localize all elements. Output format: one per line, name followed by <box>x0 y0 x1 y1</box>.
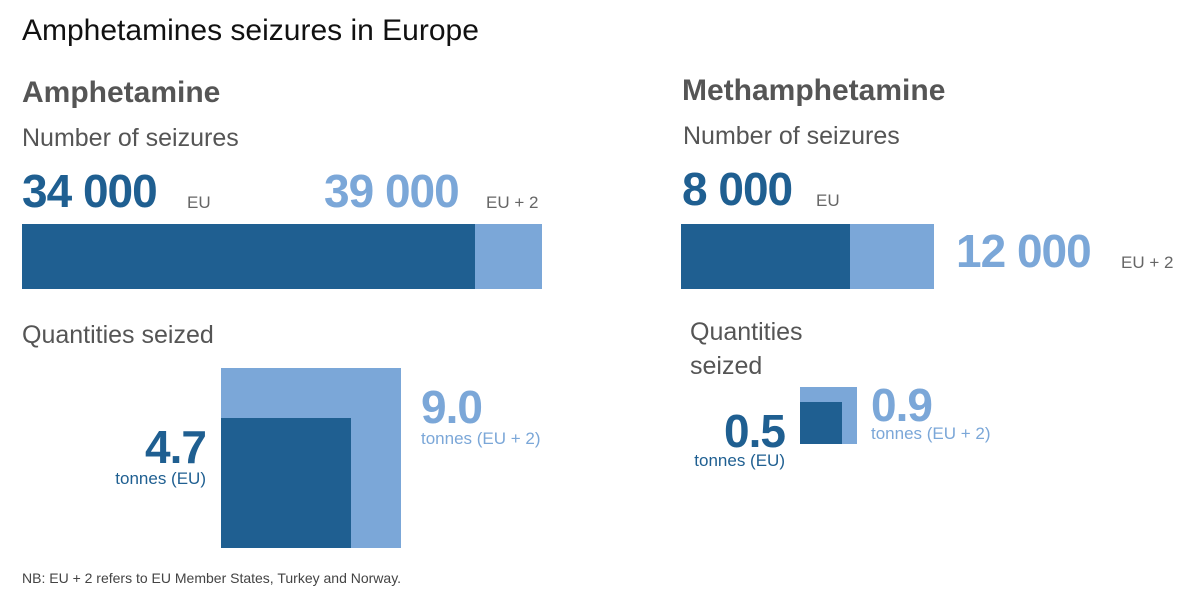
meth-eu2-value: 12 000 <box>956 225 1092 277</box>
meth-eu-label: EU <box>816 191 840 210</box>
amph-q-eu-value: 4.7 <box>145 421 207 473</box>
meth-bar-eu <box>681 224 850 289</box>
methamphetamine-heading: Methamphetamine <box>682 74 946 107</box>
amph-quantities-label: Quantities seized <box>22 321 214 349</box>
meth-quantities-label-1: Quantities <box>690 318 803 346</box>
meth-seizures-label: Number of seizures <box>683 122 900 150</box>
amph-eu2-value: 39 000 <box>324 165 460 217</box>
amph-eu2-label: EU + 2 <box>486 193 539 212</box>
page-title: Amphetamines seizures in Europe <box>22 14 479 47</box>
meth-eu-value: 8 000 <box>682 163 793 215</box>
amph-q-eu2-label: tonnes (EU + 2) <box>421 429 541 448</box>
footnote: NB: EU + 2 refers to EU Member States, T… <box>22 570 402 586</box>
amph-q-eu2-value: 9.0 <box>421 381 483 433</box>
meth-eu2-label: EU + 2 <box>1121 253 1174 272</box>
meth-q-eu2-value: 0.9 <box>871 379 933 431</box>
amph-bar-eu <box>22 224 476 289</box>
amph-q-eu-label: tonnes (EU) <box>115 469 206 488</box>
meth-quantities-label-2: seized <box>690 352 763 380</box>
meth-q-eu2-label: tonnes (EU + 2) <box>871 424 991 443</box>
amph-eu-value: 34 000 <box>22 165 158 217</box>
amphetamine-seizures-label: Number of seizures <box>22 124 239 152</box>
amph-eu-label: EU <box>187 193 211 212</box>
meth-q-eu-value: 0.5 <box>724 405 786 457</box>
meth-q-eu-label: tonnes (EU) <box>694 451 785 470</box>
amph-square-eu <box>221 417 352 548</box>
amphetamine-heading: Amphetamine <box>22 76 221 109</box>
meth-square-eu <box>800 401 843 444</box>
